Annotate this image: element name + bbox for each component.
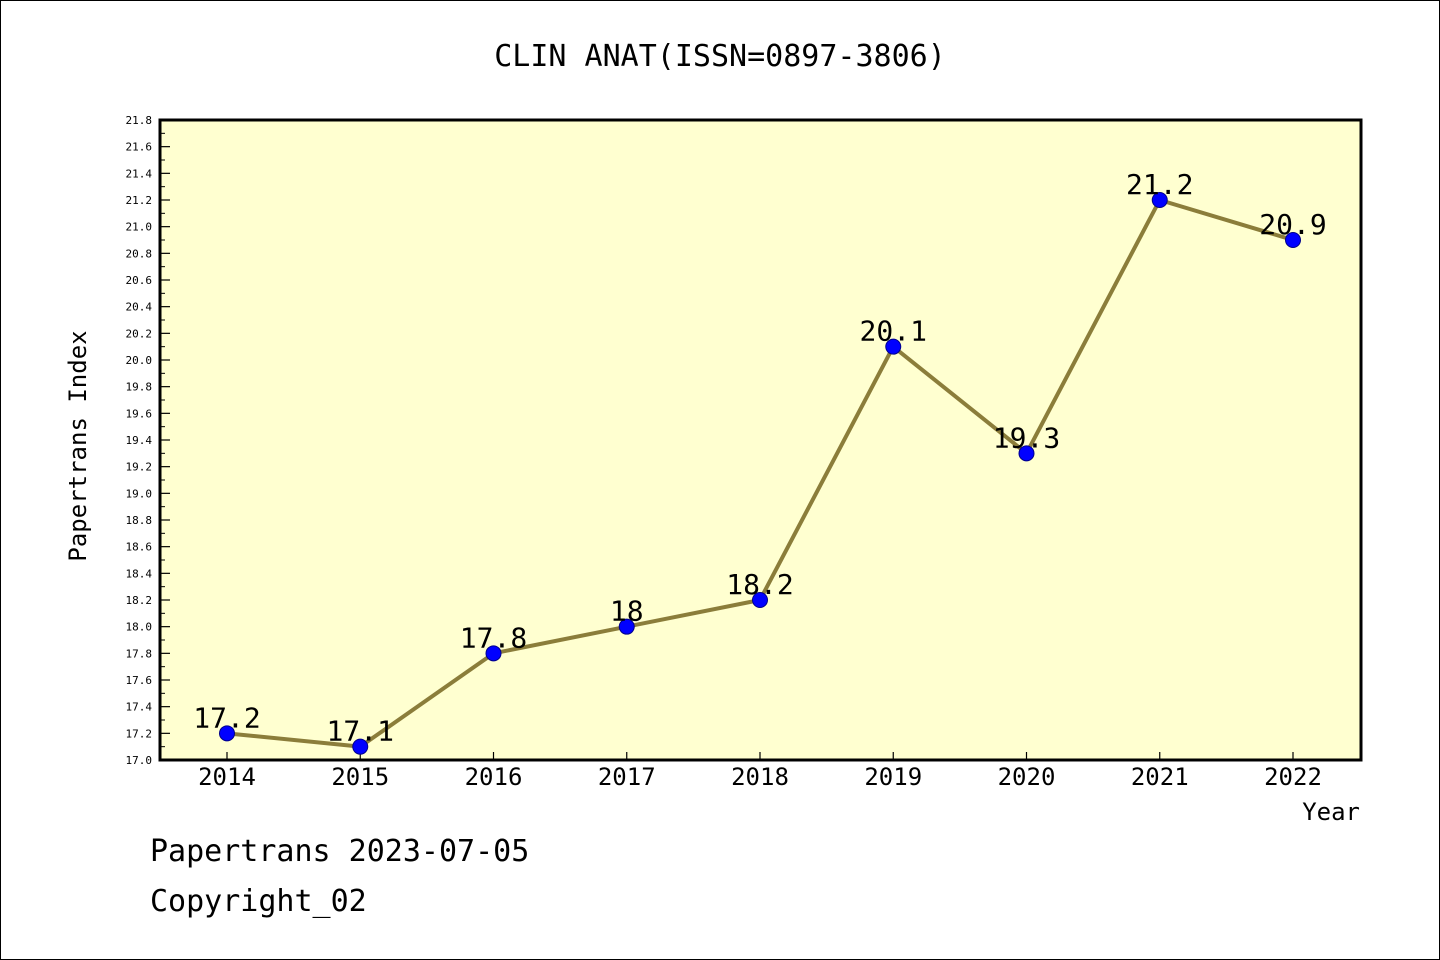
y-tick-label: 21.8 (126, 114, 153, 127)
y-tick-label: 20.0 (126, 354, 153, 367)
y-tick-label: 21.6 (126, 141, 153, 154)
x-tick-label: 2015 (331, 763, 389, 791)
data-point (885, 338, 902, 355)
x-tick-label: 2020 (998, 763, 1056, 791)
y-tick-label: 19.6 (126, 407, 153, 420)
chart-title: CLIN ANAT(ISSN=0897-3806) (494, 39, 946, 74)
footer-date-text: Papertrans 2023-07-05 (150, 834, 530, 869)
data-label: 20.9 (1259, 208, 1326, 241)
x-tick-label: 2014 (198, 763, 256, 791)
data-label: 17.8 (460, 621, 527, 654)
x-axis-label: Year (1302, 798, 1360, 826)
data-labels: 17.2 17.1 17.8 18 18.2 20.1 19.3 21.2 20.9 (193, 168, 1326, 748)
y-tick-label: 19.2 (126, 461, 153, 474)
y-tick-label: 21.0 (126, 221, 153, 234)
data-point (1018, 445, 1035, 462)
y-tick-label: 21.4 (126, 167, 153, 180)
y-tick-label: 18.6 (126, 541, 153, 554)
y-tick-label: 17.6 (126, 674, 153, 687)
x-tick-label: 2016 (465, 763, 523, 791)
y-tick-label: 18.2 (126, 594, 153, 607)
y-tick-label: 20.2 (126, 327, 153, 340)
y-tick-label: 18.4 (126, 567, 153, 580)
plot-area (158, 118, 1363, 762)
data-point (618, 618, 635, 635)
x-tick-label: 2019 (864, 763, 922, 791)
data-point (752, 592, 768, 608)
y-tick-label: 21.2 (126, 194, 153, 207)
footer-copyright-text: Copyright_02 (150, 884, 367, 919)
data-point (1151, 192, 1168, 208)
series-layer (219, 192, 1301, 755)
data-label: 18.2 (726, 568, 793, 601)
x-axis-ticks: 2014 2015 2016 2017 2018 2019 2020 2021 2022 (198, 752, 1322, 791)
data-point (1285, 232, 1301, 248)
x-tick-label: 2018 (731, 763, 789, 791)
x-tick-label: 2022 (1264, 763, 1322, 791)
y-axis-label: Papertrans Index (64, 330, 92, 561)
data-label: 21.2 (1126, 168, 1193, 201)
y-tick-label: 20.4 (126, 301, 153, 314)
data-label: 20.1 (860, 315, 927, 348)
data-label: 17.1 (327, 715, 394, 748)
y-tick-label: 18.8 (126, 514, 153, 527)
y-tick-label: 20.6 (126, 274, 153, 287)
data-point (219, 725, 235, 742)
data-label: 19.3 (993, 421, 1060, 454)
x-tick-label: 2021 (1131, 763, 1189, 791)
y-tick-label: 19.4 (126, 434, 153, 447)
data-point (485, 645, 502, 662)
y-tick-label: 17.8 (126, 647, 153, 660)
data-point (352, 738, 369, 755)
y-tick-label: 19.8 (126, 381, 153, 394)
data-label: 18 (610, 595, 644, 628)
y-tick-label: 20.8 (126, 247, 153, 260)
y-tick-label: 18.0 (126, 621, 153, 634)
y-axis-ticks: 17.0 17.2 17.4 17.6 17.8 18.0 18.2 18.4 18.6 18.8… (126, 114, 170, 767)
y-tick-label: 17.4 (126, 701, 153, 714)
data-label: 17.2 (193, 701, 260, 734)
y-tick-label: 17.0 (126, 754, 153, 767)
y-tick-label: 17.2 (126, 727, 153, 740)
x-tick-label: 2017 (598, 763, 656, 791)
y-tick-label: 19.0 (126, 487, 153, 500)
